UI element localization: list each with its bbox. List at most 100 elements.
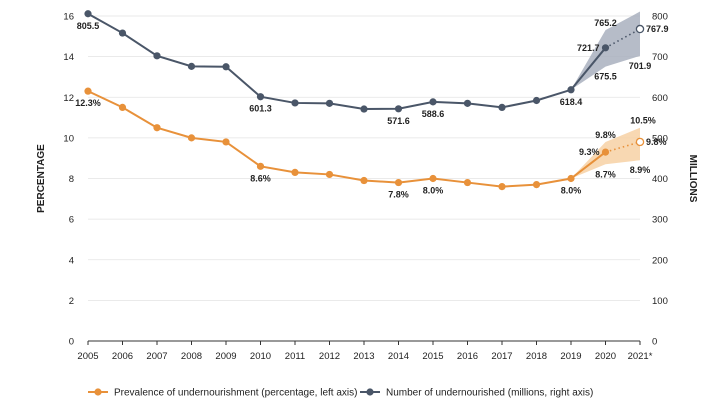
data-point	[118, 103, 127, 112]
data-point	[360, 176, 368, 185]
data-labels: 805.5 601.3 571.6 588.6 618.4 765.2 721.7 675.5…	[75, 18, 668, 199]
data-point	[463, 99, 472, 107]
y-right-tick-label: 500	[652, 133, 668, 144]
x-tick-label: 2020	[595, 351, 616, 362]
data-point	[222, 63, 230, 71]
y-left-tick-label: 14	[63, 52, 74, 63]
x-tick-label: 2011	[285, 351, 305, 362]
y-left-tick-label: 12	[63, 93, 74, 104]
series-line-0	[87, 90, 607, 188]
data-label: 805.5	[77, 21, 100, 31]
data-label: 8.9%	[630, 165, 651, 175]
y-left-tick-label: 8	[69, 174, 74, 185]
y-left-axis-title: PERCENTAGE	[36, 144, 47, 213]
data-point	[325, 99, 334, 107]
x-tick-label: 2012	[319, 351, 340, 362]
x-tick-label: 2016	[457, 351, 478, 362]
data-point	[635, 137, 645, 147]
legend-label-1: Number of undernourished (millions, righ…	[386, 388, 593, 399]
series-projection-line-0	[605, 141, 641, 153]
y-left-tick-label: 4	[69, 255, 74, 266]
axes: 0 2 4 6 8 10 12 14 16 0 100 200 300 400 500 600 700 800 20…	[36, 12, 698, 363]
data-point	[187, 62, 196, 70]
legend: Prevalence of undernourishment (percenta…	[88, 388, 593, 399]
series-projection-line-1	[605, 28, 641, 49]
data-label: 588.6	[422, 109, 445, 119]
data-label: 601.3	[249, 104, 272, 114]
data-label: 10.5%	[630, 116, 656, 126]
legend-marker-0	[94, 388, 102, 396]
data-point	[118, 29, 127, 37]
data-point	[567, 86, 575, 94]
data-label: 675.5	[594, 72, 617, 82]
x-tick-label: 2007	[146, 351, 167, 362]
y-left-tick-label: 2	[69, 296, 74, 307]
data-label: 8.0%	[423, 186, 444, 196]
data-label: 8.7%	[595, 169, 616, 179]
data-point	[429, 98, 437, 106]
legend-marker-1	[366, 388, 374, 396]
x-tick-label: 2014	[388, 351, 409, 362]
data-point	[429, 174, 437, 183]
data-point	[222, 138, 230, 146]
data-point	[187, 134, 196, 142]
x-tick-label: 2013	[353, 351, 374, 362]
data-point	[325, 170, 334, 179]
data-label: 9.8%	[595, 130, 616, 140]
data-point	[153, 52, 161, 60]
series-points	[84, 10, 645, 191]
data-label: 9.3%	[579, 147, 600, 157]
data-point	[291, 168, 299, 177]
x-tick-label: 2021*	[628, 351, 653, 362]
data-point	[84, 87, 92, 95]
data-point	[360, 105, 368, 113]
data-point	[601, 148, 610, 156]
y-right-tick-label: 300	[652, 215, 668, 226]
data-label: 9.8%	[646, 137, 667, 147]
data-label: 8.6%	[250, 173, 271, 183]
x-tick-label: 2005	[77, 351, 98, 362]
data-point	[153, 124, 161, 132]
x-tick-label: 2019	[560, 351, 581, 362]
data-label: 571.6	[387, 116, 410, 126]
x-tick-label: 2009	[215, 351, 236, 362]
x-tick-label: 2017	[491, 351, 512, 362]
data-point	[291, 99, 299, 107]
data-point	[498, 103, 506, 112]
data-point	[394, 105, 403, 113]
data-point	[394, 178, 403, 187]
series-lines	[87, 12, 641, 188]
data-point	[567, 174, 575, 183]
data-label: 618.4	[560, 97, 583, 107]
x-tick-label: 2008	[181, 351, 202, 362]
data-point	[463, 178, 472, 187]
data-label: 12.3%	[75, 98, 101, 108]
data-label: 701.9	[629, 61, 652, 71]
data-point	[532, 180, 541, 189]
x-tick-label: 2010	[250, 351, 271, 362]
y-right-tick-label: 600	[652, 93, 668, 104]
x-tick-label: 2015	[422, 351, 443, 362]
data-label: 7.8%	[388, 190, 409, 200]
data-label: 8.0%	[561, 186, 582, 196]
y-left-tick-label: 16	[63, 12, 74, 23]
y-left-tick-label: 0	[69, 337, 74, 348]
y-right-tick-label: 200	[652, 255, 668, 266]
y-right-tick-label: 0	[652, 337, 657, 348]
y-left-tick-label: 6	[69, 215, 74, 226]
data-point	[532, 96, 541, 105]
data-label: 721.7	[577, 43, 600, 53]
data-label: 767.9	[646, 24, 669, 34]
y-right-tick-label: 100	[652, 296, 668, 307]
data-point	[601, 44, 610, 52]
y-right-tick-label: 800	[652, 12, 668, 23]
y-right-axis-title: MILLIONS	[687, 155, 698, 203]
data-point	[635, 24, 645, 34]
series-line-1	[87, 12, 607, 111]
data-point	[84, 10, 92, 18]
y-left-tick-label: 10	[63, 133, 74, 144]
y-right-tick-label: 700	[652, 52, 668, 63]
data-label: 765.2	[594, 18, 617, 28]
y-right-tick-label: 400	[652, 174, 668, 185]
